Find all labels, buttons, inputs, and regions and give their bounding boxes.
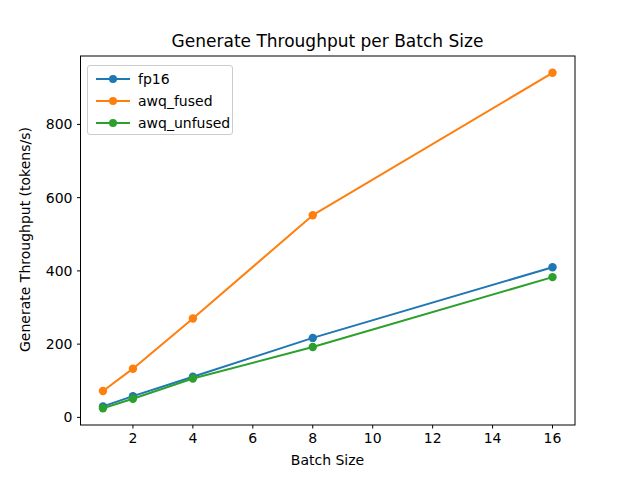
- legend-item-fp16: fp16: [88, 68, 232, 90]
- y-tick-label: 0: [64, 409, 73, 425]
- legend-item-awq-unfused: awq_unfused: [88, 112, 232, 134]
- x-tick-label: 14: [484, 430, 502, 446]
- awq_fused-marker: [129, 364, 137, 372]
- awq_unfused-marker: [99, 404, 107, 412]
- y-tick-label: 600: [46, 190, 73, 206]
- awq_fused-marker: [548, 69, 556, 77]
- awq-unfused-line-marker-swatch: [96, 118, 130, 128]
- awq_fused-marker: [309, 211, 317, 219]
- awq_unfused-marker: [548, 273, 556, 281]
- awq_fused-marker: [189, 314, 197, 322]
- x-tick-label: 4: [188, 430, 197, 446]
- legend-label-awq-unfused: awq_unfused: [138, 115, 230, 131]
- awq_unfused-marker: [189, 374, 197, 382]
- x-tick-label: 2: [128, 430, 137, 446]
- x-tick-label: 16: [544, 430, 562, 446]
- fp16-marker: [309, 334, 317, 342]
- fp16-marker-dot: [109, 75, 117, 83]
- awq-unfused-marker-dot: [109, 119, 117, 127]
- fp16-marker: [548, 263, 556, 271]
- x-tick-label: 12: [424, 430, 442, 446]
- awq-fused-marker-dot: [109, 97, 117, 105]
- legend-item-awq-fused: awq_fused: [88, 90, 232, 112]
- legend-label-fp16: fp16: [138, 71, 170, 87]
- y-tick-label: 800: [46, 116, 73, 132]
- fp16-line-marker-swatch: [96, 74, 130, 84]
- x-tick-label: 10: [364, 430, 382, 446]
- awq_fused-marker: [99, 387, 107, 395]
- y-tick-label: 200: [46, 336, 73, 352]
- x-tick-label: 6: [248, 430, 257, 446]
- y-axis-label: Generate Throughput (tokens/s): [17, 55, 34, 424]
- awq_unfused-marker: [129, 395, 137, 403]
- chart-title: Generate Throughput per Batch Size: [80, 31, 575, 51]
- chart-figure: 2 4 6 8 10 12 14 16 0 200 400 600 800 Generate Throu…: [0, 0, 640, 480]
- awq_unfused-line: [103, 277, 553, 408]
- awq-fused-line-marker-swatch: [96, 96, 130, 106]
- legend: fp16 awq_fused awq_unfused: [87, 65, 233, 135]
- awq_unfused-marker: [309, 343, 317, 351]
- legend-label-awq-fused: awq_fused: [138, 93, 213, 109]
- x-tick-label: 8: [308, 430, 317, 446]
- y-tick-label: 400: [46, 263, 73, 279]
- x-axis-label: Batch Size: [80, 452, 575, 469]
